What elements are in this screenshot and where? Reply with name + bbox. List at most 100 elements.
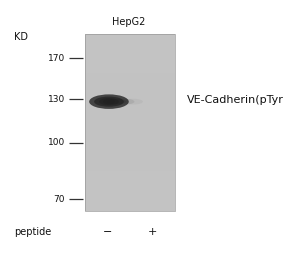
Bar: [85, 92, 175, 95]
Bar: [85, 91, 175, 93]
Ellipse shape: [123, 99, 143, 105]
Bar: [85, 131, 175, 133]
Text: peptide: peptide: [14, 227, 51, 237]
Bar: [85, 34, 175, 36]
Bar: [85, 105, 175, 107]
Bar: [85, 108, 175, 110]
Bar: [85, 151, 175, 153]
Bar: [85, 200, 175, 202]
Bar: [85, 193, 175, 195]
Bar: [85, 176, 175, 178]
Bar: [85, 107, 175, 109]
Bar: [85, 34, 175, 211]
Bar: [85, 80, 175, 82]
Bar: [85, 68, 175, 70]
Bar: [85, 167, 175, 169]
Bar: [85, 117, 175, 119]
Bar: [85, 94, 175, 96]
Bar: [85, 165, 175, 167]
Bar: [85, 41, 175, 43]
Bar: [85, 204, 175, 206]
Text: 100: 100: [48, 138, 65, 147]
Bar: [85, 45, 175, 47]
Bar: [85, 124, 175, 126]
Bar: [85, 55, 175, 57]
Bar: [85, 174, 175, 176]
Bar: [85, 126, 175, 128]
Bar: [85, 186, 175, 188]
Bar: [85, 69, 175, 72]
Bar: [85, 110, 175, 112]
Bar: [85, 168, 175, 171]
Bar: [85, 163, 175, 165]
Bar: [85, 112, 175, 114]
Bar: [85, 154, 175, 156]
Bar: [85, 130, 175, 131]
Bar: [85, 89, 175, 91]
Bar: [85, 190, 175, 192]
Bar: [85, 54, 175, 55]
Text: 170: 170: [48, 54, 65, 63]
Text: KD: KD: [14, 32, 28, 42]
Bar: [85, 177, 175, 179]
Bar: [85, 64, 175, 66]
Bar: [85, 147, 175, 149]
Bar: [85, 119, 175, 121]
Bar: [85, 57, 175, 59]
Bar: [85, 140, 175, 142]
Bar: [85, 52, 175, 54]
Bar: [85, 103, 175, 105]
Bar: [85, 188, 175, 190]
Bar: [85, 145, 175, 148]
Text: VE-Cadherin(pTyr731): VE-Cadherin(pTyr731): [187, 95, 283, 105]
Bar: [85, 73, 175, 75]
Text: −: −: [103, 227, 112, 237]
Bar: [85, 85, 175, 87]
Text: HepG2: HepG2: [112, 17, 145, 27]
Bar: [85, 62, 175, 64]
Bar: [85, 84, 175, 86]
Bar: [85, 39, 175, 41]
Bar: [85, 133, 175, 135]
Bar: [85, 137, 175, 139]
Bar: [85, 172, 175, 174]
Bar: [85, 153, 175, 155]
Ellipse shape: [94, 97, 124, 107]
Bar: [85, 209, 175, 211]
Ellipse shape: [106, 99, 126, 105]
Bar: [85, 160, 175, 162]
Bar: [85, 98, 175, 100]
Bar: [85, 66, 175, 68]
Bar: [85, 144, 175, 146]
Bar: [85, 128, 175, 130]
Bar: [85, 156, 175, 158]
Bar: [85, 183, 175, 185]
Bar: [85, 161, 175, 163]
Bar: [85, 142, 175, 144]
Bar: [85, 77, 175, 79]
Bar: [85, 46, 175, 49]
Bar: [85, 206, 175, 208]
Bar: [85, 48, 175, 50]
Ellipse shape: [103, 99, 115, 104]
Ellipse shape: [99, 98, 119, 105]
Bar: [85, 179, 175, 181]
Bar: [85, 184, 175, 186]
Bar: [85, 71, 175, 73]
Bar: [85, 135, 175, 137]
Bar: [85, 75, 175, 77]
Bar: [85, 96, 175, 98]
Bar: [85, 170, 175, 172]
Bar: [85, 37, 175, 40]
Text: 130: 130: [48, 95, 65, 103]
Bar: [85, 87, 175, 89]
Bar: [85, 100, 175, 102]
Bar: [85, 202, 175, 204]
Bar: [85, 115, 175, 117]
Bar: [85, 43, 175, 45]
Ellipse shape: [89, 95, 129, 109]
Bar: [85, 121, 175, 123]
Bar: [85, 50, 175, 52]
Bar: [85, 59, 175, 61]
Bar: [85, 101, 175, 103]
